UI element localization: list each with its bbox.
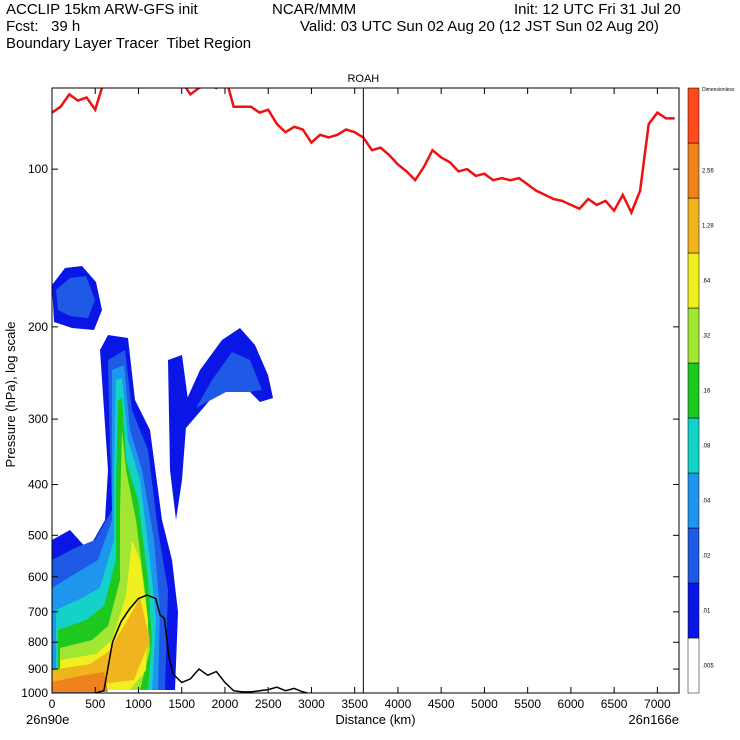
- colorbar-swatch: [687, 197, 700, 254]
- y-tick-label: 100: [28, 162, 48, 176]
- y-tick-label: 600: [28, 570, 48, 584]
- x-tick-label: 7000: [644, 697, 671, 711]
- y-tick-label: 900: [28, 662, 48, 676]
- x-tick-label: 500: [85, 697, 105, 711]
- valid-time: Valid: 03 UTC Sun 02 Aug 20 (12 JST Sun …: [300, 18, 659, 35]
- x-tick-label: 3000: [298, 697, 325, 711]
- x-tick-label: 6000: [558, 697, 585, 711]
- y-tick-label: 300: [28, 412, 48, 426]
- colorbar-label: .08: [702, 444, 711, 450]
- plume-contour: [52, 672, 108, 692]
- y-tick-label: 200: [28, 320, 48, 334]
- colorbar-swatch: [687, 637, 700, 694]
- colorbar-label: .64: [702, 279, 711, 285]
- product-name: Boundary Layer Tracer Tibet Region: [6, 35, 252, 52]
- org-label: NCAR/MMM: [272, 1, 357, 18]
- x-axis-label: Distance (km): [335, 712, 415, 727]
- run-title: ACCLIP 15km ARW-GFS init: [6, 1, 198, 18]
- colorbar-label: .16: [702, 389, 711, 395]
- y-tick-label: 700: [28, 605, 48, 619]
- plume-contour: [196, 352, 262, 408]
- colorbar-swatch: [687, 527, 700, 584]
- y-tick-label: 400: [28, 478, 48, 492]
- colorbar-swatch: [687, 582, 700, 639]
- colorbar-label: .32: [702, 334, 711, 340]
- x-tick-label: 1000: [125, 697, 152, 711]
- colorbar-label: .01: [702, 609, 711, 615]
- colorbar-swatch: [687, 307, 700, 364]
- plot-frame: [51, 87, 680, 694]
- x-tick-label: 0: [49, 697, 56, 711]
- colorbar-swatch: [687, 417, 700, 474]
- x-tick-label: 4000: [385, 697, 412, 711]
- colorbar-label: 1.28: [702, 224, 714, 230]
- colorbar-swatch: [687, 252, 700, 309]
- x-tick-label: 5000: [471, 697, 498, 711]
- x-tick-label: 5500: [514, 697, 541, 711]
- colorbar-label: .005: [702, 664, 714, 670]
- colorbar-swatch: [687, 87, 700, 144]
- x-start-location: 26n90e: [26, 712, 69, 727]
- chart-title: ROAH: [347, 73, 379, 85]
- plume-contour: [56, 276, 95, 318]
- plume-contour: [52, 598, 150, 690]
- colorbar-swatch: [687, 142, 700, 199]
- x-tick-label: 4500: [428, 697, 455, 711]
- init-time: Init: 12 UTC Fri 31 Jul 20: [514, 1, 681, 18]
- colorbar-swatch: [687, 472, 700, 529]
- terrain-line: [52, 594, 311, 693]
- colorbar-label: 2.56: [702, 169, 714, 175]
- x-tick-label: 2500: [255, 697, 282, 711]
- colorbar-swatch: [687, 362, 700, 419]
- x-end-location: 26n166e: [628, 712, 679, 727]
- y-tick-label: 800: [28, 635, 48, 649]
- x-tick-label: 6500: [601, 697, 628, 711]
- x-tick-label: 3500: [341, 697, 368, 711]
- colorbar: .005 .01 .02 .04 .08 .16 .32 .64 1.28 2.56 Dimensi…: [687, 87, 735, 694]
- y-axis-label: Pressure (hPa), log scale: [3, 322, 18, 468]
- tracer-plume: [52, 266, 273, 692]
- y-tick-label: 500: [28, 528, 48, 542]
- x-tick-label: 2000: [212, 697, 239, 711]
- plume-contour: [168, 355, 188, 520]
- x-tick-label: 1500: [168, 697, 195, 711]
- colorbar-units: Dimensionless: [702, 87, 735, 93]
- colorbar-label: .02: [702, 554, 711, 560]
- forecast-hour: Fcst: 39 h: [6, 18, 81, 35]
- y-tick-label: 1000: [21, 686, 48, 700]
- colorbar-label: .04: [702, 499, 711, 505]
